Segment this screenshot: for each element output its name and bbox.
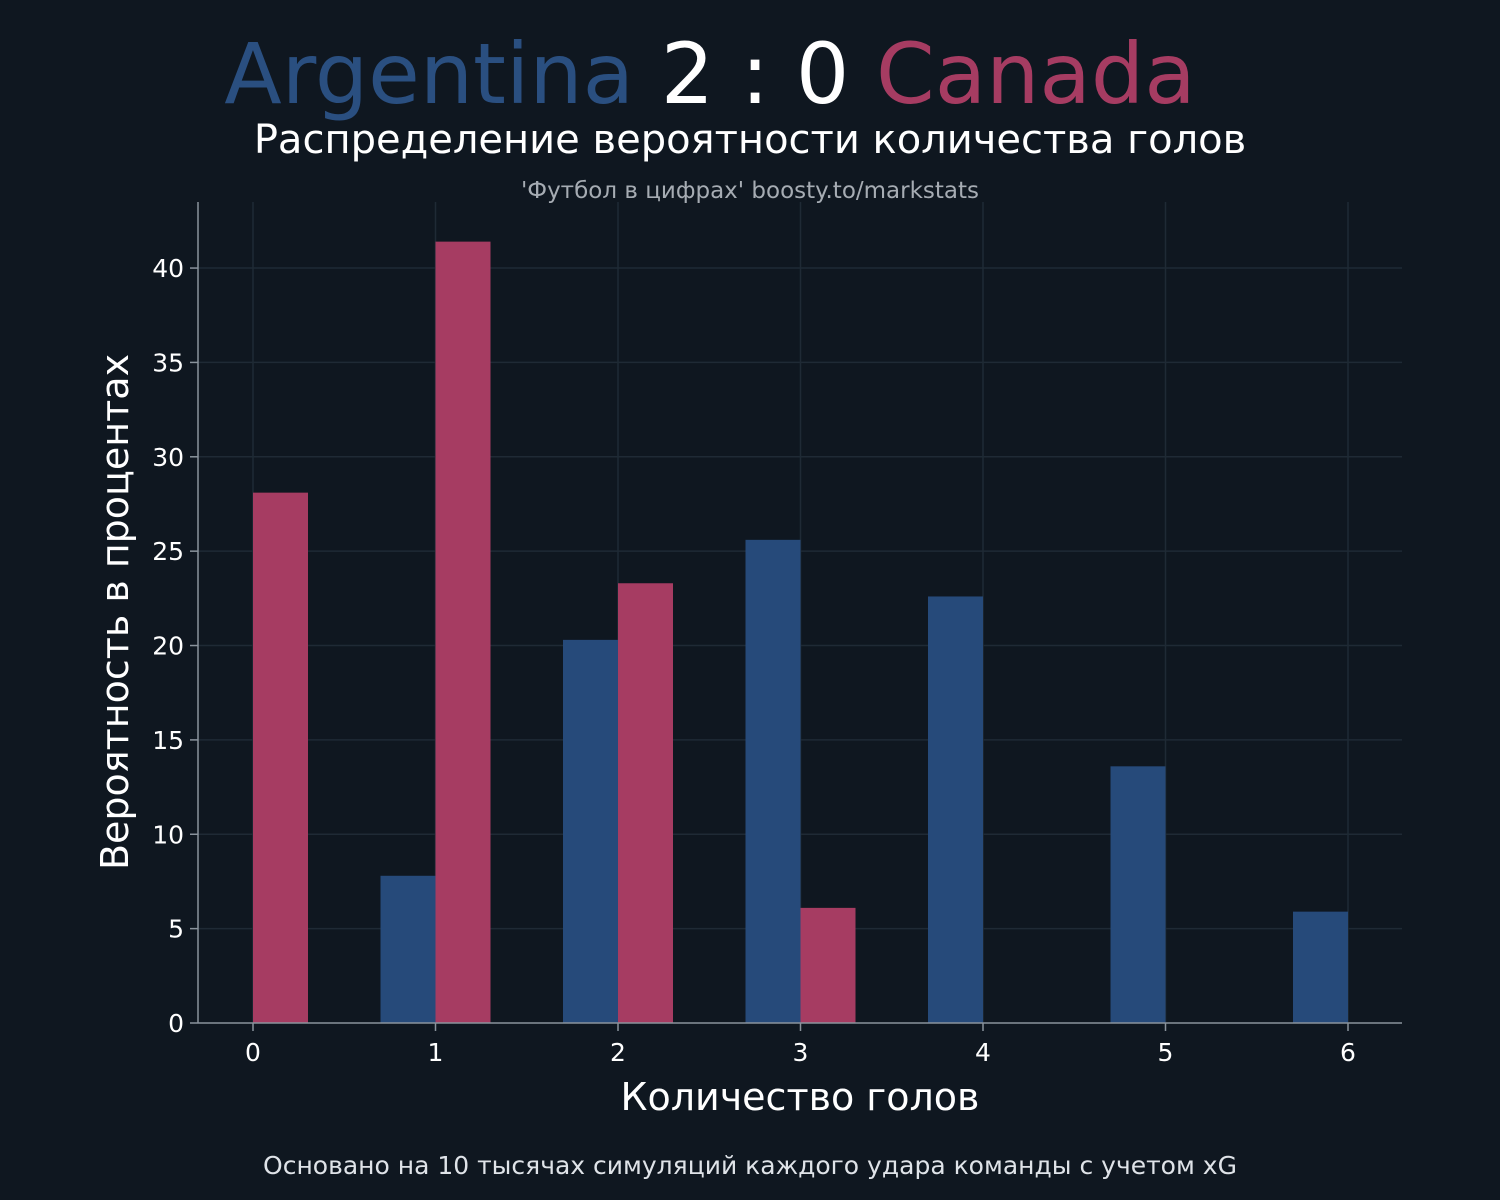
bar-canada-3 (800, 907, 856, 1023)
y-axis-title: Вероятность в процентах (93, 354, 137, 870)
y-tick-label: 30 (152, 443, 184, 472)
bars (253, 241, 1348, 1024)
bar-canada-0 (253, 492, 308, 1024)
x-tick-label: 4 (975, 1038, 991, 1067)
bar-argentina-1 (380, 875, 436, 1023)
match-headline: Argentina 2 : 0 Canada (0, 24, 1420, 124)
bar-argentina-4 (928, 596, 983, 1023)
axes (190, 202, 1402, 1031)
y-tick-label: 25 (152, 537, 184, 566)
y-tick-label: 40 (152, 254, 184, 283)
bar-argentina-2 (563, 639, 618, 1023)
source-credit: 'Футбол в цифрах' boosty.to/markstats (520, 178, 980, 204)
y-tick-label: 5 (168, 915, 184, 944)
bar-argentina-5 (1110, 766, 1166, 1023)
bar-argentina-6 (1293, 911, 1348, 1023)
match-score: 2 : 0 (660, 25, 850, 123)
away-team-name: Canada (876, 25, 1196, 123)
x-tick-label: 3 (793, 1038, 809, 1067)
y-tick-label: 10 (152, 820, 184, 849)
x-axis-title: Количество голов (621, 1075, 980, 1119)
x-tick-label: 5 (1158, 1038, 1174, 1067)
y-tick-label: 15 (152, 726, 184, 755)
x-tick-label: 2 (610, 1038, 626, 1067)
home-team-name: Argentina (224, 25, 635, 123)
footer-note: Основано на 10 тысячах симуляций каждого… (263, 1151, 1237, 1180)
bar-argentina-3 (745, 539, 801, 1023)
y-tick-label: 35 (152, 348, 184, 377)
x-tick-label: 0 (245, 1038, 261, 1067)
bar-canada-2 (618, 583, 673, 1023)
y-tick-label: 20 (152, 632, 184, 661)
chart-subtitle: Распределение вероятности количества гол… (253, 117, 1247, 163)
x-tick-label: 1 (428, 1038, 444, 1067)
x-tick-label: 6 (1340, 1038, 1356, 1067)
bar-canada-1 (435, 241, 491, 1024)
tick-labels: 0 5 10 15 20 25 30 35 40 0 1 2 3 4 5 6 (152, 254, 1356, 1067)
y-tick-label: 0 (168, 1009, 184, 1038)
